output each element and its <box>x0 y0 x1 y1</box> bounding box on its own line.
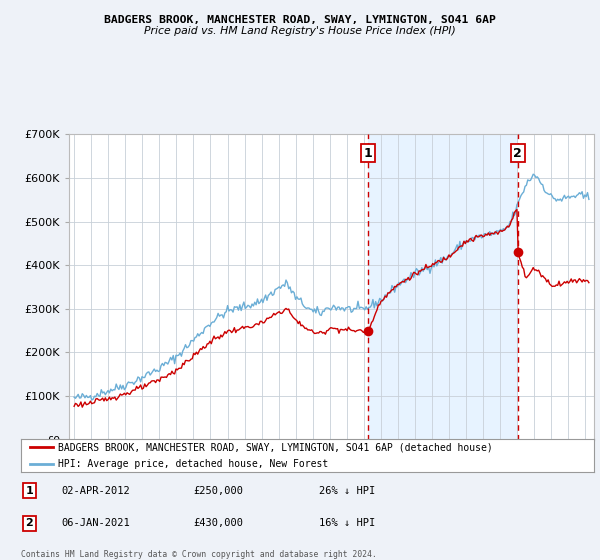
Text: 1: 1 <box>26 486 34 496</box>
Text: 06-JAN-2021: 06-JAN-2021 <box>61 519 130 528</box>
Text: HPI: Average price, detached house, New Forest: HPI: Average price, detached house, New … <box>58 459 328 469</box>
Text: BADGERS BROOK, MANCHESTER ROAD, SWAY, LYMINGTON, SO41 6AP (detached house): BADGERS BROOK, MANCHESTER ROAD, SWAY, LY… <box>58 442 493 452</box>
Text: 2: 2 <box>26 519 34 528</box>
Text: 16% ↓ HPI: 16% ↓ HPI <box>319 519 375 528</box>
Text: Price paid vs. HM Land Registry's House Price Index (HPI): Price paid vs. HM Land Registry's House … <box>144 26 456 36</box>
Text: 2: 2 <box>514 147 522 160</box>
Text: £430,000: £430,000 <box>193 519 243 528</box>
Text: BADGERS BROOK, MANCHESTER ROAD, SWAY, LYMINGTON, SO41 6AP: BADGERS BROOK, MANCHESTER ROAD, SWAY, LY… <box>104 15 496 25</box>
Text: 1: 1 <box>364 147 373 160</box>
Text: 02-APR-2012: 02-APR-2012 <box>61 486 130 496</box>
Text: 26% ↓ HPI: 26% ↓ HPI <box>319 486 375 496</box>
Text: Contains HM Land Registry data © Crown copyright and database right 2024.
This d: Contains HM Land Registry data © Crown c… <box>21 550 377 560</box>
Bar <box>368 134 518 440</box>
Text: £250,000: £250,000 <box>193 486 243 496</box>
